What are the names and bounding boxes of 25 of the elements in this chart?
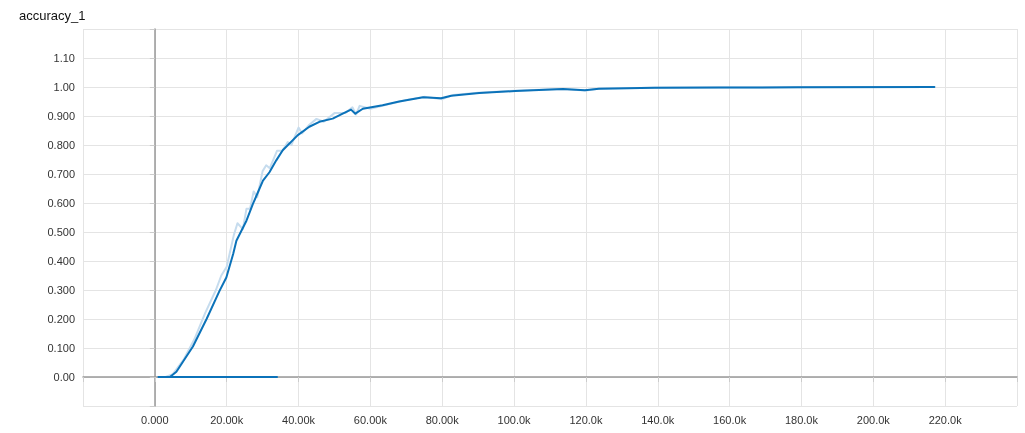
y-tick-label: 0.700 bbox=[47, 168, 75, 180]
x-tick-label: 60.00k bbox=[353, 413, 388, 426]
y-tick-label: 0.800 bbox=[47, 139, 75, 151]
x-tick-label: 180.0k bbox=[784, 413, 819, 426]
y-tick-label: 0.500 bbox=[47, 226, 75, 238]
x-tick-label: 200.0k bbox=[856, 413, 891, 426]
y-tick-label: 0.300 bbox=[47, 284, 75, 296]
x-tick-label: 100.0k bbox=[497, 413, 532, 426]
y-tick-label: 0.100 bbox=[47, 342, 75, 354]
y-tick-label: 0.600 bbox=[47, 197, 75, 209]
x-tick-label: 140.0k bbox=[641, 413, 675, 426]
y-tick-label: 0.400 bbox=[47, 255, 75, 267]
y-tick-label: 1.00 bbox=[53, 81, 75, 93]
y-tick-label: 0.900 bbox=[47, 110, 75, 122]
x-tick-label: 160.0k bbox=[713, 413, 747, 426]
x-tick-label: 80.00k bbox=[425, 413, 460, 426]
x-tick-label: 40.00k bbox=[282, 413, 316, 426]
x-tick-label: 20.00k bbox=[210, 413, 244, 426]
x-tick-label: 120.0k bbox=[569, 413, 603, 426]
x-tick-label: 220.0k bbox=[928, 413, 963, 426]
y-tick-label: 0.00 bbox=[53, 371, 75, 383]
chart-title: accuracy_1 bbox=[19, 8, 86, 23]
y-tick-label: 1.10 bbox=[53, 52, 75, 64]
x-tick-label: 0.000 bbox=[141, 413, 169, 426]
y-tick-label: 0.200 bbox=[47, 313, 75, 325]
